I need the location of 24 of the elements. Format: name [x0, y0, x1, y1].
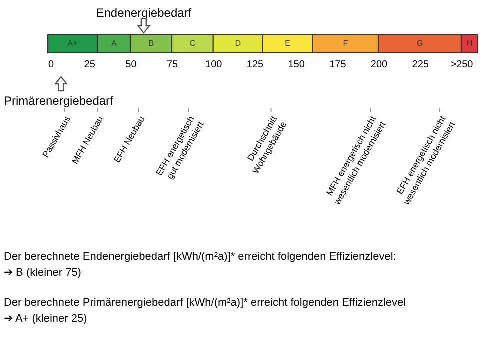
- x-tick-label: 175: [330, 60, 347, 70]
- x-tick-label: 75: [166, 60, 179, 70]
- series-label: A+: [68, 39, 78, 48]
- series-label: B: [148, 39, 154, 48]
- ref-line-label: Primärenergiebedarf: [4, 94, 114, 108]
- series-label: D: [235, 39, 242, 48]
- text: Der berechnete Primärenergiebedarf [kWh/(m²a)]* erreicht folgenden Effizienzlevel ➔ A+ (kleiner 25): [4, 297, 406, 325]
- x-tick-label: 225: [412, 60, 430, 70]
- x-tick-label: 150: [288, 60, 306, 70]
- series-label: C: [190, 39, 196, 48]
- x-tick-label: 100: [206, 60, 223, 70]
- x-tick-label: 125: [246, 60, 264, 70]
- x-tick-label: 200: [370, 60, 388, 70]
- ref-line-label: Endenergiebedarf: [96, 6, 192, 20]
- text: Der berechnete Endenergiebedarf [kWh/(m²a)]* erreicht folgenden Effizienzlevel: ➔ B (kleiner 75): [4, 251, 396, 279]
- series-label: E: [285, 39, 290, 48]
- x-tick-label: 50: [126, 60, 138, 70]
- x-tick-label: >250: [450, 60, 474, 70]
- series-label: H: [466, 39, 473, 48]
- series-label: G: [417, 39, 424, 48]
- x-tick-label: 0: [48, 60, 54, 70]
- series-label: A: [111, 39, 118, 48]
- series-label: F: [343, 39, 348, 48]
- x-tick-label: 25: [84, 60, 96, 70]
